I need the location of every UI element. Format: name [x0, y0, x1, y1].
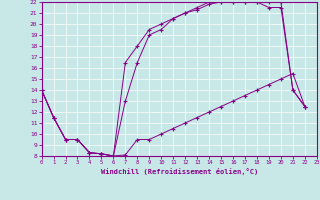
- X-axis label: Windchill (Refroidissement éolien,°C): Windchill (Refroidissement éolien,°C): [100, 168, 258, 175]
